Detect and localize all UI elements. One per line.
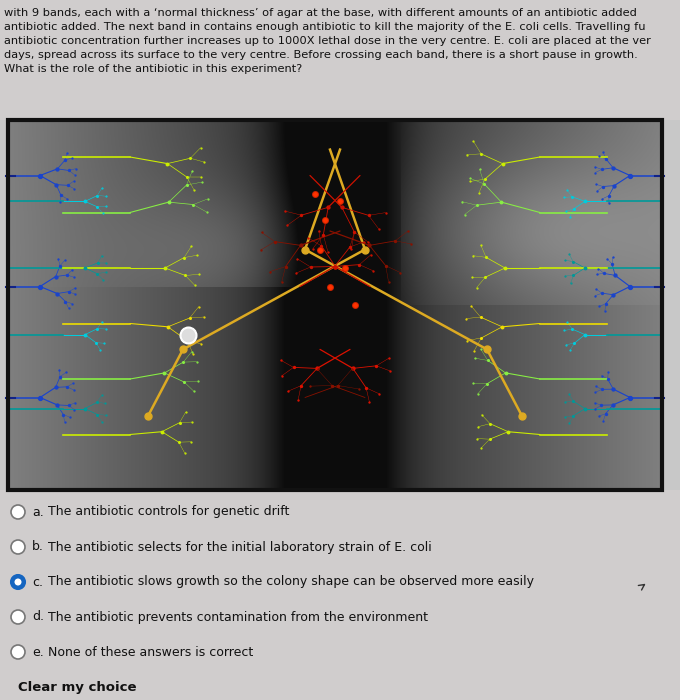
- Text: with 9 bands, each with a ‘normal thickness’ of agar at the base, with different: with 9 bands, each with a ‘normal thickn…: [4, 8, 637, 18]
- Circle shape: [14, 578, 22, 585]
- Text: d.: d.: [32, 610, 44, 624]
- Circle shape: [11, 505, 25, 519]
- Text: The antibiotic slows growth so the colony shape can be observed more easily: The antibiotic slows growth so the colon…: [48, 575, 534, 589]
- Text: e.: e.: [32, 645, 44, 659]
- Text: None of these answers is correct: None of these answers is correct: [48, 645, 253, 659]
- Text: a.: a.: [32, 505, 44, 519]
- Text: antibiotic concentration further increases up to 1000X lethal dose in the very c: antibiotic concentration further increas…: [4, 36, 651, 46]
- Circle shape: [11, 645, 25, 659]
- Text: The antibiotic selects for the initial laboratory strain of E. coli: The antibiotic selects for the initial l…: [48, 540, 432, 554]
- Bar: [0, 0, 680, 120]
- Bar: [0, 490, 680, 700]
- Text: What is the role of the antibiotic in this experiment?: What is the role of the antibiotic in th…: [4, 64, 302, 74]
- Bar: [8, 120, 662, 490]
- Circle shape: [11, 540, 25, 554]
- Text: days, spread across its surface to the very centre. Before crossing each band, t: days, spread across its surface to the v…: [4, 50, 638, 60]
- Circle shape: [11, 575, 25, 589]
- Text: b.: b.: [32, 540, 44, 554]
- Text: Clear my choice: Clear my choice: [18, 680, 137, 694]
- Text: The antibiotic controls for genetic drift: The antibiotic controls for genetic drif…: [48, 505, 290, 519]
- Text: c.: c.: [32, 575, 43, 589]
- Circle shape: [11, 610, 25, 624]
- Bar: [0, 0, 680, 15]
- Text: antibiotic added. The next band in contains enough antibiotic to kill the majori: antibiotic added. The next band in conta…: [4, 22, 645, 32]
- Text: The antibiotic prevents contamination from the environment: The antibiotic prevents contamination fr…: [48, 610, 428, 624]
